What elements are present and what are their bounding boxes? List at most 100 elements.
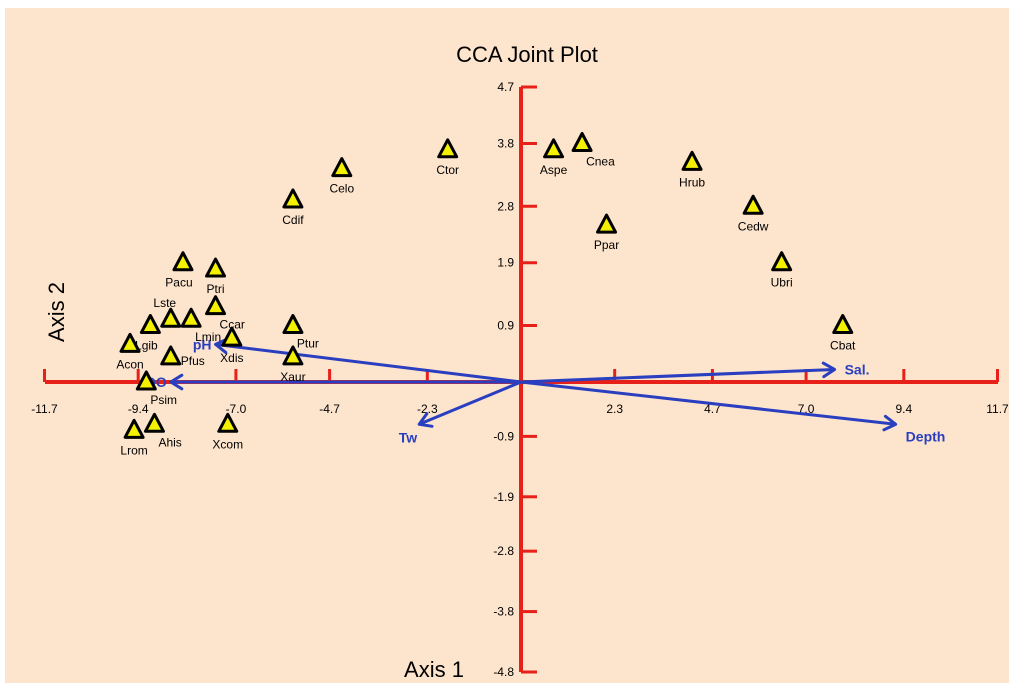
vector-shaft [520, 367, 835, 384]
species-marker [282, 188, 304, 209]
species-point-xcom: Xcom [212, 412, 243, 451]
y-tick-label: -2.8 [493, 544, 514, 558]
y-tick-label: 4.7 [497, 80, 514, 94]
y-tick-label: 2.8 [497, 199, 514, 213]
species-label: Ubri [771, 276, 793, 290]
species-label: Hrub [679, 175, 705, 189]
species-point-celo: Celo [329, 157, 354, 196]
species-label: Celo [329, 182, 354, 196]
species-point-aspe: Aspe [540, 138, 568, 177]
species-point-lgib: Lgib [135, 314, 161, 353]
y-axis-title: Axis 2 [44, 282, 69, 342]
species-marker [681, 150, 703, 171]
species-marker [331, 157, 353, 178]
species-label: Pacu [165, 276, 192, 290]
species-points: Celo Cdif Ctor Aspe Cnea Hrub Cedw Ppar Ubri Cbat… [116, 131, 856, 457]
species-marker [139, 314, 161, 335]
vector-label: Tw [399, 429, 418, 445]
y-tick-label: -3.8 [493, 605, 514, 619]
species-label: Lmin [195, 330, 221, 344]
species-point-xdis: Xdis [220, 326, 244, 365]
vector-arrowhead [882, 414, 898, 432]
species-marker [205, 295, 227, 316]
species-marker [742, 194, 764, 215]
chart-title: CCA Joint Plot [456, 42, 598, 67]
species-marker [143, 412, 165, 433]
species-point-acon: Acon [116, 332, 144, 371]
vector-shaft [215, 342, 522, 384]
x-tick-label: -11.7 [31, 402, 58, 416]
species-marker [180, 307, 202, 328]
species-label: Cdif [282, 213, 304, 227]
species-label: Xaur [280, 370, 305, 384]
species-point-cnea: Cnea [571, 131, 615, 168]
species-label: Pfus [181, 354, 205, 368]
vector-label: Depth [906, 428, 946, 444]
species-marker [282, 345, 304, 366]
species-marker [832, 314, 854, 335]
vector-arrowhead [821, 361, 837, 379]
species-marker [282, 314, 304, 335]
vector-sal: Sal. [520, 361, 870, 384]
species-marker [160, 345, 182, 366]
species-point-cdif: Cdif [282, 188, 304, 227]
species-label: Xcom [212, 437, 243, 451]
vector-label: Sal. [845, 361, 870, 377]
species-label: Aspe [540, 163, 568, 177]
axes: -11.7 -9.4 -7.0 -4.7 -2.3 2.3 4.7 7.0 9.4 11.74.7… [31, 80, 1009, 679]
species-label: Ptri [207, 282, 225, 296]
species-point-lmin: Lmin [180, 307, 221, 344]
species-point-lste: Lste [153, 296, 182, 328]
species-label: Ccar [220, 318, 245, 332]
species-label: Lste [153, 296, 176, 310]
species-marker [205, 257, 227, 278]
species-label: Xdis [220, 351, 243, 365]
species-label: Ptur [297, 337, 319, 351]
species-point-cbat: Cbat [830, 314, 856, 353]
species-point-ptri: Ptri [205, 257, 227, 296]
species-point-ctor: Ctor [436, 138, 459, 177]
species-label: Lrom [120, 443, 147, 457]
x-tick-label: -7.0 [226, 402, 247, 416]
species-point-ppar: Ppar [594, 213, 619, 252]
vector-depth: Depth [520, 380, 946, 444]
y-tick-label: -0.9 [493, 429, 514, 443]
species-marker [172, 251, 194, 272]
x-tick-label: -4.7 [319, 402, 340, 416]
species-point-xaur: Xaur [280, 345, 306, 384]
x-tick-label: -9.4 [128, 402, 149, 416]
vector-tw: Tw [399, 380, 522, 445]
vector-arrowhead [417, 412, 434, 428]
species-marker [437, 138, 459, 159]
species-marker [160, 307, 182, 328]
vector-label: pH [193, 336, 212, 352]
species-marker [543, 138, 565, 159]
plot-background [5, 8, 1009, 683]
species-point-cedw: Cedw [738, 194, 769, 233]
species-point-ptur: Ptur [282, 314, 319, 351]
species-point-psim: Psim [135, 370, 177, 407]
species-point-ahis: Ahis [143, 412, 182, 449]
y-tick-label: -4.8 [493, 665, 514, 679]
species-point-lrom: Lrom [120, 418, 148, 457]
y-tick-label: 0.9 [497, 319, 514, 333]
species-marker [221, 326, 243, 347]
species-point-pfus: Pfus [160, 345, 205, 368]
species-marker [771, 251, 793, 272]
x-tick-label: -2.3 [417, 402, 438, 416]
y-tick-label: 1.9 [497, 256, 514, 270]
y-tick-label: 3.8 [497, 136, 514, 150]
species-label: Acon [116, 357, 143, 371]
species-label: Ahis [158, 435, 181, 449]
species-marker [123, 418, 145, 439]
species-point-hrub: Hrub [679, 150, 705, 189]
species-label: Cnea [586, 154, 615, 168]
vector-arrowhead [169, 373, 184, 391]
species-marker [571, 131, 593, 152]
species-label: Psim [150, 393, 177, 407]
vector-shaft [520, 380, 896, 426]
species-marker [217, 412, 239, 433]
species-point-ubri: Ubri [771, 251, 793, 290]
